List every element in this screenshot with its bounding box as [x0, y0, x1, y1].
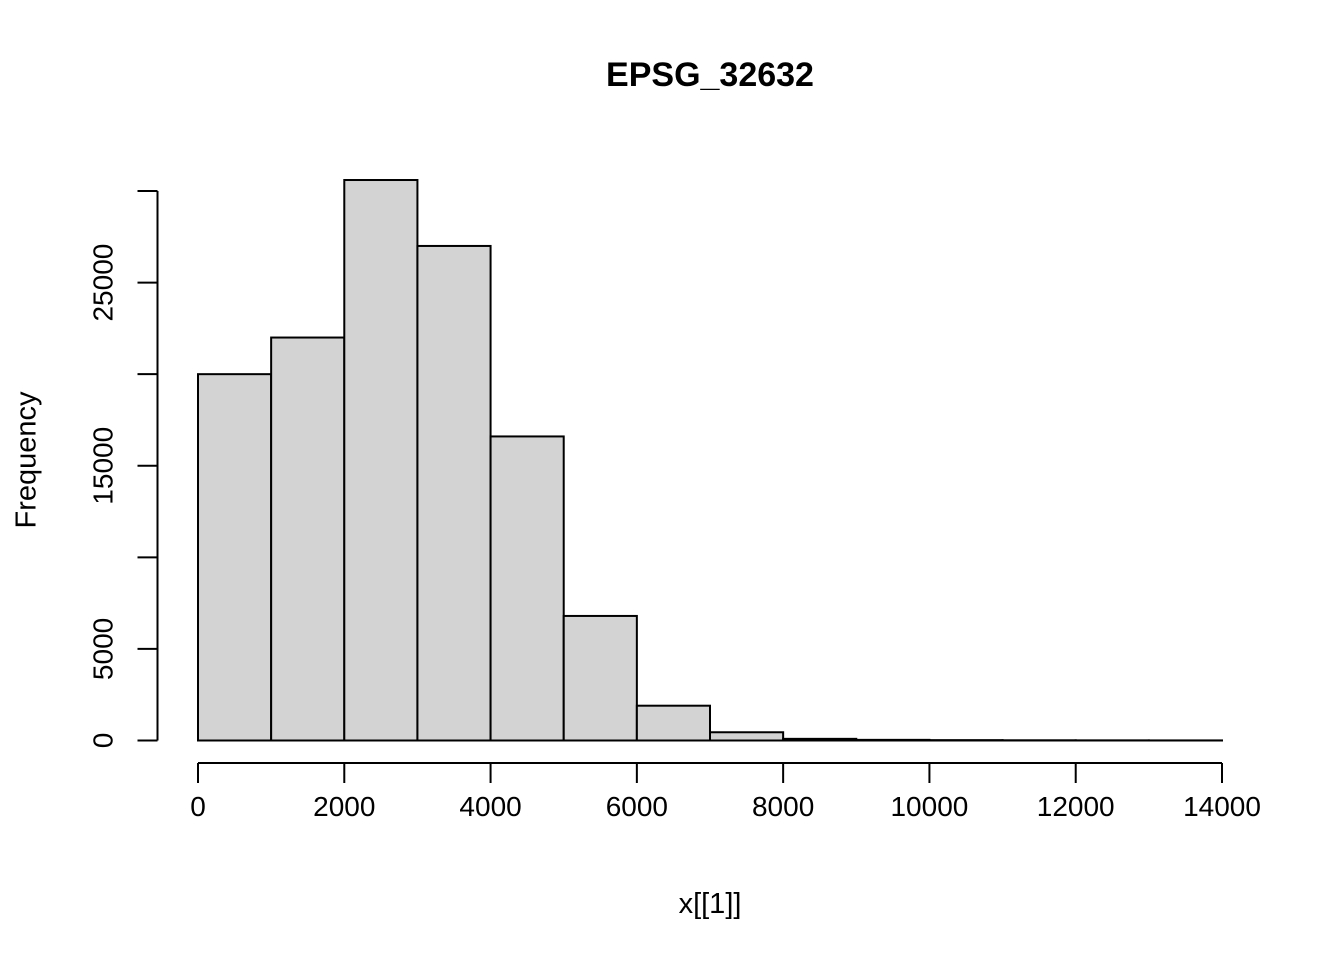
y-axis-title: Frequency	[10, 391, 43, 529]
histogram-bar	[709, 731, 785, 742]
histogram-bar	[197, 373, 273, 742]
x-tick-label: 12000	[1037, 791, 1115, 822]
x-tick-label: 2000	[313, 791, 375, 822]
chart-title: EPSG_32632	[606, 56, 814, 94]
x-tick-label: 0	[190, 791, 206, 822]
y-tick-label: 15000	[88, 427, 119, 505]
x-tick-label: 4000	[459, 791, 521, 822]
histogram-bar	[635, 704, 711, 742]
x-tick-label: 10000	[890, 791, 968, 822]
histogram-bar	[489, 435, 565, 742]
y-tick-label: 0	[88, 733, 119, 749]
x-tick-label: 6000	[606, 791, 668, 822]
histogram-bar	[343, 179, 419, 742]
y-tick-label: 5000	[88, 618, 119, 680]
histogram-bar	[782, 737, 858, 742]
x-axis-title: x[[1]]	[678, 888, 742, 920]
y-tick-label: 25000	[88, 244, 119, 322]
histogram-bar	[855, 738, 931, 742]
x-tick-label: 8000	[752, 791, 814, 822]
histogram-bar	[562, 614, 638, 742]
histogram-bar	[416, 244, 492, 742]
histogram-bar	[270, 336, 346, 742]
x-tick-label: 14000	[1183, 791, 1261, 822]
